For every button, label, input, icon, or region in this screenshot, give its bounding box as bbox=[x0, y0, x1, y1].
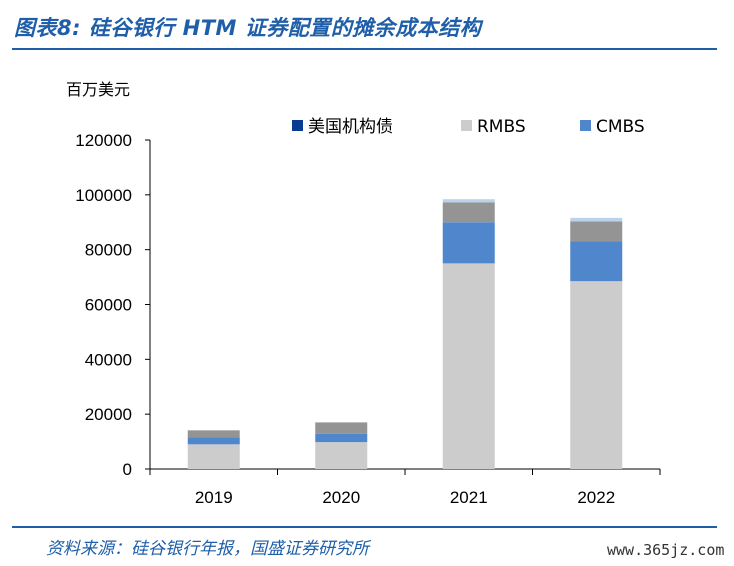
bar-segment bbox=[570, 241, 623, 282]
x-tick-label: 2020 bbox=[322, 488, 360, 507]
bar-segment bbox=[442, 263, 495, 469]
legend-label: RMBS bbox=[477, 117, 526, 137]
bar-segment bbox=[315, 433, 368, 443]
legend-label: CMBS bbox=[596, 117, 645, 137]
bar-segment bbox=[442, 199, 495, 203]
bar-segment bbox=[187, 444, 240, 469]
title-divider bbox=[12, 48, 717, 50]
bar-segment bbox=[570, 281, 623, 469]
legend-label: 美国机构债 bbox=[308, 117, 393, 137]
bar-segment bbox=[315, 442, 368, 469]
x-tick-label: 2021 bbox=[450, 488, 488, 507]
bar-segment bbox=[187, 437, 240, 445]
bar-segment bbox=[442, 222, 495, 264]
bar-segment bbox=[187, 430, 240, 438]
legend-swatch bbox=[580, 120, 591, 131]
y-tick-label: 60000 bbox=[85, 296, 132, 315]
y-tick-label: 80000 bbox=[85, 241, 132, 260]
source-note: 资料来源：硅谷银行年报，国盛证券研究所 bbox=[46, 539, 369, 559]
bar-segment bbox=[315, 422, 368, 434]
plot-area: 百万美元 0 20000 40000 60000 80000 100000 120000 201… bbox=[66, 80, 661, 507]
y-tick-label: 20000 bbox=[85, 405, 132, 424]
unit-label: 百万美元 bbox=[66, 80, 130, 99]
y-tick-label: 100000 bbox=[75, 186, 132, 205]
bar-segment bbox=[570, 221, 623, 242]
y-tick-label: 0 bbox=[123, 460, 132, 479]
chart-title: 图表8: 硅谷银行 HTM 证券配置的摊余成本结构 bbox=[14, 16, 482, 40]
footer-divider bbox=[12, 526, 717, 528]
y-tick-label: 120000 bbox=[75, 131, 132, 150]
y-tick-label: 40000 bbox=[85, 350, 132, 369]
legend-swatch bbox=[461, 120, 472, 131]
x-tick-label: 2019 bbox=[195, 488, 233, 507]
bar-segment bbox=[570, 217, 623, 222]
x-tick-label: 2022 bbox=[577, 488, 615, 507]
watermark: www.365jz.com bbox=[607, 541, 725, 559]
legend-swatch bbox=[292, 120, 303, 131]
bar-segment bbox=[442, 202, 495, 223]
